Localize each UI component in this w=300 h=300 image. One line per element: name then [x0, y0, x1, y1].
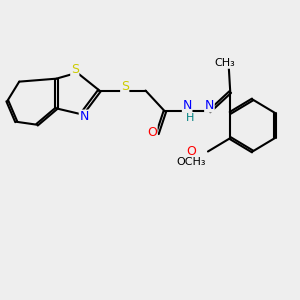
Text: N: N: [182, 99, 192, 112]
Text: S: S: [121, 80, 129, 93]
Text: N: N: [205, 99, 214, 112]
Text: N: N: [79, 110, 89, 123]
Text: CH₃: CH₃: [214, 58, 235, 68]
Text: OCH₃: OCH₃: [177, 157, 206, 167]
Text: O: O: [147, 126, 157, 139]
Text: H: H: [186, 113, 194, 123]
Text: O: O: [187, 145, 196, 158]
Text: S: S: [71, 63, 79, 76]
